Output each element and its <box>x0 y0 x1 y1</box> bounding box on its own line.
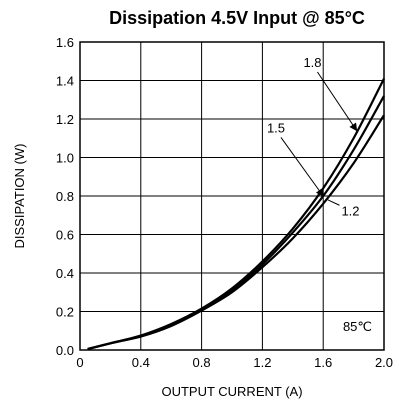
annotation-layer: 1.8 1.5 1.2 85℃ <box>267 55 372 334</box>
x-tick-label: 1.6 <box>314 355 332 370</box>
annotation-label: 85℃ <box>343 319 372 334</box>
annotation-label: 1.5 <box>267 120 285 135</box>
x-tick-label: 0 <box>76 355 83 370</box>
x-axis-label: OUTPUT CURRENT (A) <box>161 384 302 399</box>
y-tick-label: 0.0 <box>56 343 74 358</box>
x-tick-label: 1.2 <box>253 355 271 370</box>
x-tick-labels: 0 0.4 0.8 1.2 1.6 2.0 <box>76 355 393 370</box>
y-tick-label: 0.8 <box>56 189 74 204</box>
annotation-arrow <box>280 137 324 197</box>
y-tick-label: 0.2 <box>56 305 74 320</box>
annotation-label: 1.2 <box>341 203 359 218</box>
y-tick-label: 1.0 <box>56 151 74 166</box>
annotation-label: 1.8 <box>303 55 321 70</box>
grid <box>79 41 385 351</box>
plot-frame <box>79 41 385 351</box>
y-axis-label: DISSIPATION (W) <box>12 144 27 249</box>
y-tick-label: 1.4 <box>56 74 74 89</box>
x-tick-label: 0.8 <box>193 355 211 370</box>
annotation-leader <box>327 199 340 206</box>
y-tick-labels: 0.0 0.2 0.4 0.6 0.8 1.0 1.2 1.4 1.6 <box>56 35 74 358</box>
y-tick-label: 1.6 <box>56 35 74 50</box>
y-tick-label: 0.6 <box>56 228 74 243</box>
x-tick-label: 2.0 <box>375 355 393 370</box>
series-line-1-2 <box>87 114 385 351</box>
annotation-arrow <box>317 71 358 132</box>
y-tick-label: 0.4 <box>56 266 74 281</box>
x-tick-label: 0.4 <box>132 355 150 370</box>
y-tick-label: 1.2 <box>56 112 74 127</box>
series-layer <box>87 78 385 351</box>
chart-title: Dissipation 4.5V Input @ 85°C <box>109 8 365 28</box>
